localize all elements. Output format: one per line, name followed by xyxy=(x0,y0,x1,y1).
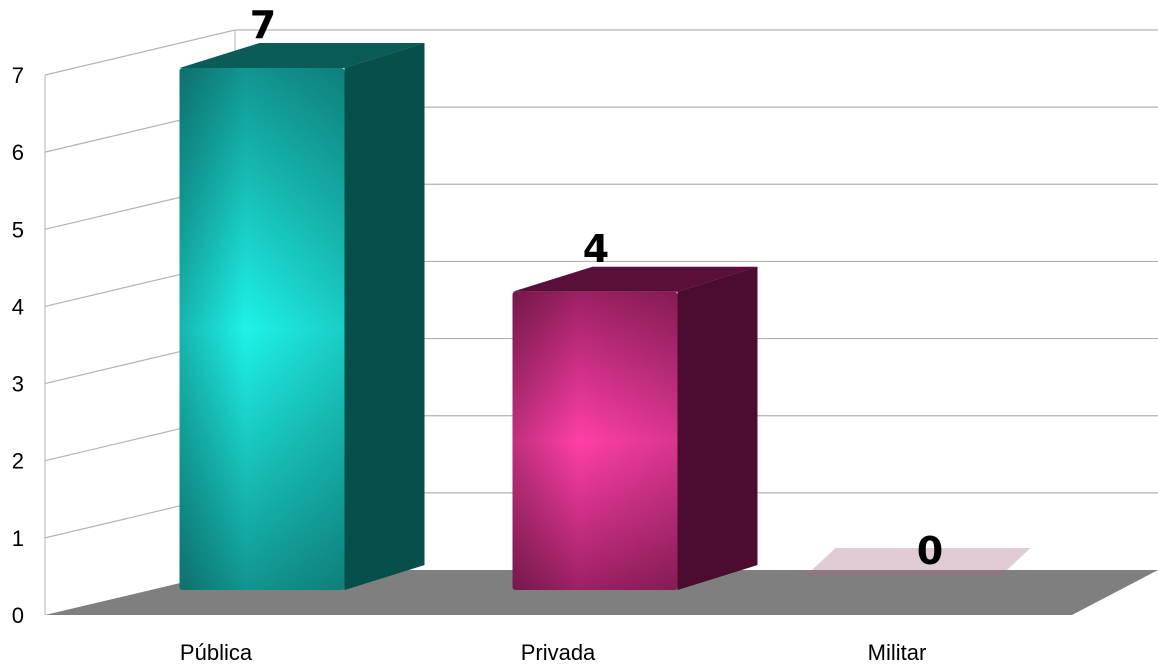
bar-side-shade xyxy=(677,266,758,590)
gridline xyxy=(44,29,1158,76)
bar-side-shade xyxy=(344,43,425,590)
y-tick-label: 4 xyxy=(12,294,24,319)
bar-publica xyxy=(179,43,425,590)
x-axis: Pública Privada Militar xyxy=(180,640,927,665)
data-label: 0 xyxy=(917,529,943,573)
bars xyxy=(179,43,1031,590)
bar-zero-slab xyxy=(805,548,1031,576)
data-label: 7 xyxy=(250,3,276,47)
y-tick-label: 5 xyxy=(12,217,24,242)
bar-top-face xyxy=(512,266,758,292)
bar-top-face xyxy=(179,43,425,68)
bar-militar xyxy=(805,548,1031,576)
x-category-label: Militar xyxy=(868,640,927,664)
x-category-label: Privada xyxy=(521,640,596,664)
data-labels: 7 4 0 xyxy=(250,3,943,573)
y-tick-label: 7 xyxy=(12,63,24,88)
x-category-label: Pública xyxy=(180,640,253,664)
bar-privada xyxy=(512,266,758,590)
y-tick-label: 1 xyxy=(12,526,24,551)
data-label: 4 xyxy=(583,227,609,271)
bar-front-shade xyxy=(512,291,678,590)
y-axis: 0 1 2 3 4 5 6 7 xyxy=(12,63,24,628)
y-tick-label: 3 xyxy=(12,372,24,397)
y-tick-label: 0 xyxy=(12,603,24,628)
bar-front-shade xyxy=(179,68,345,590)
y-tick-label: 2 xyxy=(12,449,24,474)
y-tick-label: 6 xyxy=(12,140,24,165)
